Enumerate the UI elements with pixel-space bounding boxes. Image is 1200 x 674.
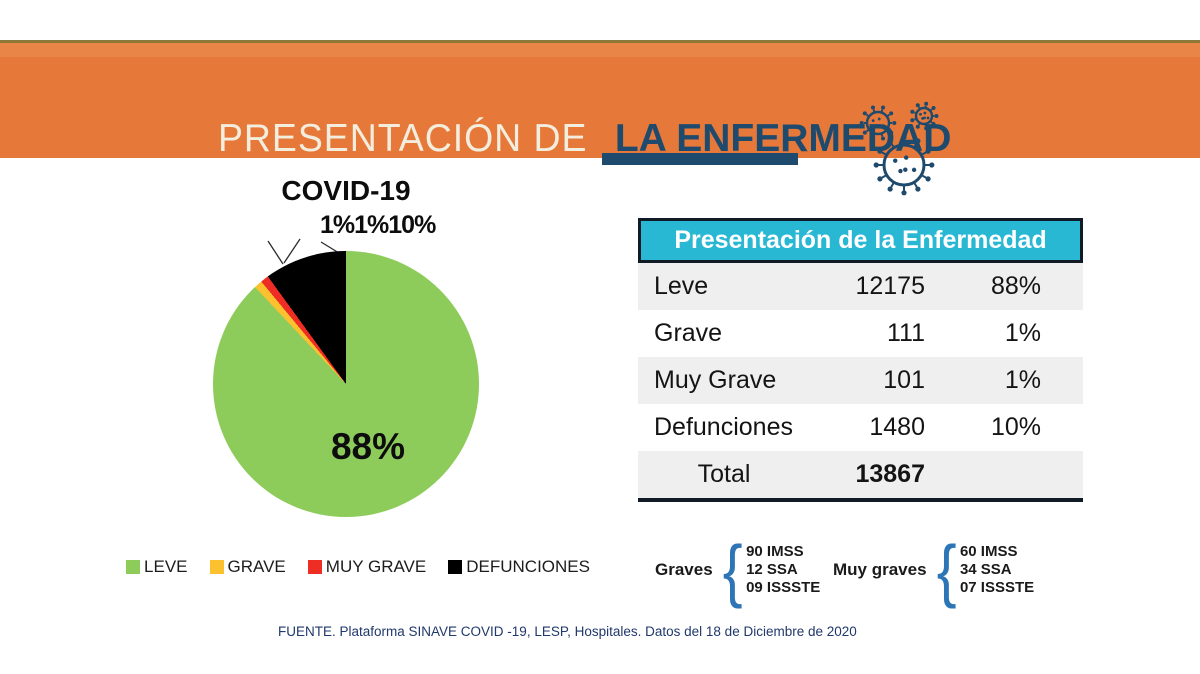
table-cell-pct: 1%: [1004, 366, 1041, 394]
legend-item: MUY GRAVE: [307, 557, 427, 577]
table-cell-label: Defunciones: [654, 413, 793, 441]
legend-item: DEFUNCIONES: [448, 557, 590, 577]
breakdown-graves-label: Graves: [655, 560, 713, 579]
legend-label: MUY GRAVE: [325, 557, 427, 576]
breakdown-item: 90 IMSS: [746, 543, 804, 560]
breakdown-item: 07 ISSSTE: [959, 579, 1035, 596]
table-cell-count: 1480: [869, 413, 925, 441]
table-cell-pct: 1%: [1004, 319, 1041, 347]
table-row: Defunciones 1480 10%: [638, 404, 1083, 451]
breakdown-muy-graves-label: Muy graves: [833, 560, 927, 579]
table-cell-count: 111: [886, 319, 925, 347]
pie-chart: [213, 251, 479, 517]
source-note: FUENTE. Plataforma SINAVE COVID -19, LES…: [278, 624, 857, 639]
legend-item: LEVE: [126, 557, 188, 577]
table-cell-pct: 10%: [990, 413, 1041, 441]
banner-title-light: PRESENTACIÓN DE: [218, 117, 588, 160]
summary-table-body: Leve 12175 88% Grave 111 1% Muy Grave 101 1% Defu…: [638, 263, 1083, 498]
legend-swatch-icon: [307, 560, 322, 574]
table-cell-label: Grave: [654, 319, 723, 347]
table-cell-count: 101: [883, 366, 925, 394]
breakdown-item: 09 ISSSTE: [746, 579, 821, 596]
breakdown-item: 12 SSA: [746, 561, 798, 578]
pie-inside-label: 88%: [330, 426, 406, 467]
breakdown-item: 34 SSA: [959, 561, 1012, 578]
legend-label: LEVE: [144, 557, 188, 576]
brace-icon: {: [722, 531, 743, 609]
breakdown-muy-graves: Muy graves { 60 IMSS 34 SSA 07 ISSSTE: [833, 531, 1034, 609]
table-cell-label: Total: [697, 460, 751, 488]
table-row: Muy Grave 101 1%: [638, 357, 1083, 404]
pie-chart-title: COVID-19: [281, 175, 411, 206]
table-row: Leve 12175 88%: [638, 263, 1083, 310]
banner-title: PRESENTACIÓN DE LA ENFERMEDAD: [218, 117, 951, 161]
table-cell-label: Muy Grave: [654, 366, 777, 394]
pie-legend: LEVE GRAVE MUY GRAVE DEFUNCIONES: [108, 554, 608, 580]
breakdown-item: 60 IMSS: [959, 543, 1018, 560]
summary-table: Presentación de la Enfermedad Leve 12175 8…: [638, 218, 1083, 502]
pie-callout-label: 10%: [388, 211, 436, 239]
legend-swatch-icon: [448, 560, 463, 574]
breakdown-graves: Graves { 90 IMSS 12 SSA 09 ISSSTE: [655, 531, 820, 609]
table-cell-pct: 88%: [990, 272, 1041, 300]
virus-icon: [859, 101, 939, 196]
banner: PRESENTACIÓN DE LA ENFERMEDAD: [0, 40, 1200, 196]
summary-table-header: Presentación de la Enfermedad: [638, 218, 1083, 263]
legend-swatch-icon: [126, 560, 141, 574]
table-cell-label: Leve: [654, 272, 709, 300]
legend-swatch-icon: [209, 560, 224, 574]
pie-callout-label: 1%: [320, 211, 355, 239]
legend-item: GRAVE: [209, 557, 286, 577]
table-cell-count: 12175: [855, 272, 925, 300]
legend-label: GRAVE: [227, 557, 286, 576]
pie-callout-label: 1%: [354, 211, 389, 239]
legend-label: DEFUNCIONES: [466, 557, 590, 576]
brace-icon: {: [936, 531, 957, 609]
pie-callout-labels: 1% 1% 10%: [320, 211, 436, 240]
table-row: Grave 111 1%: [638, 310, 1083, 357]
breakdown-graves-items: 90 IMSS 12 SSA 09 ISSSTE: [746, 543, 820, 597]
table-cell-count: 13867: [855, 460, 925, 488]
breakdown-muy-graves-items: 60 IMSS 34 SSA 07 ISSSTE: [960, 543, 1034, 597]
banner-accent-bar: [602, 153, 798, 165]
table-total-row: Total 13867: [638, 451, 1083, 498]
